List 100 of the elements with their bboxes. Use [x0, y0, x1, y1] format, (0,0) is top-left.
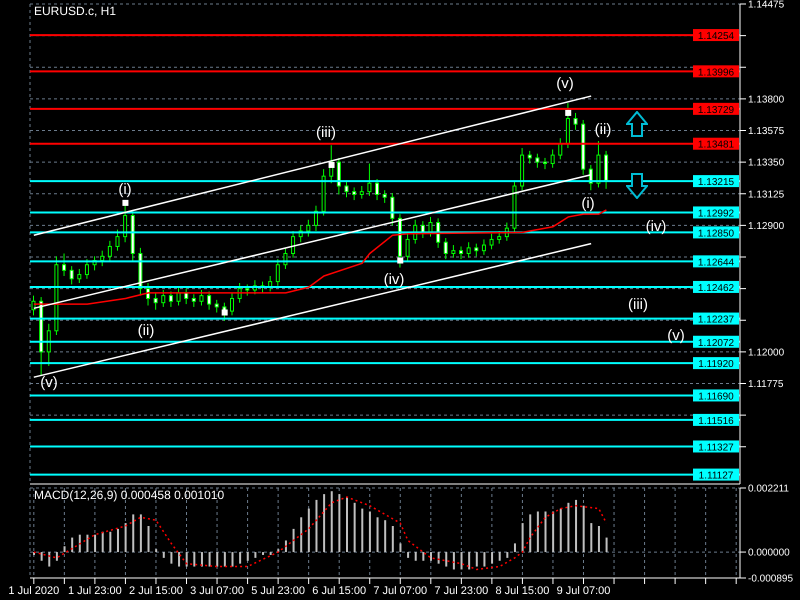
ref-line-label: 1.11127: [698, 470, 734, 482]
bar: [460, 552, 463, 570]
bar: [56, 552, 58, 561]
annotation: (iii): [628, 296, 648, 313]
candlestick: [70, 266, 74, 285]
y-tick-label: 0.000000: [748, 548, 790, 559]
ref-line-label: 1.13215: [698, 177, 735, 188]
bar: [346, 497, 348, 552]
x-tick-label: 5 Jul 23:00: [251, 584, 306, 597]
candlestick: [230, 292, 234, 316]
ref-line-label: 1.11920: [698, 359, 734, 370]
annotation: (iv): [384, 271, 404, 288]
ref-line-label: 1.12644: [698, 257, 735, 268]
candlestick: [390, 192, 394, 226]
candlestick: [550, 148, 555, 168]
bar: [308, 508, 310, 552]
bar: [582, 506, 585, 552]
candlestick: [115, 229, 120, 252]
bar: [552, 512, 554, 552]
bar: [124, 523, 127, 552]
candlestick: [62, 252, 66, 276]
ref-line-label: 1.11516: [698, 416, 734, 427]
bar: [208, 552, 211, 567]
bar: [483, 552, 486, 567]
annotation: (i): [581, 195, 595, 212]
candlestick: [474, 243, 478, 257]
bar: [102, 532, 104, 552]
candlestick: [108, 240, 112, 262]
x-tick-label: 6 Jul 15:00: [312, 584, 366, 597]
ref-line-label: 1.13996: [698, 67, 735, 78]
candlestick: [428, 216, 432, 238]
bar: [529, 514, 532, 552]
bar: [246, 552, 249, 561]
point: [397, 258, 404, 264]
bar: [140, 514, 142, 552]
candlestick: [192, 294, 196, 308]
bar: [64, 546, 66, 552]
bar: [231, 552, 234, 567]
bar: [506, 552, 508, 558]
x-tick-label: 8 Jul 15:00: [496, 584, 550, 597]
candlestick: [459, 246, 464, 260]
candlestick: [46, 323, 51, 366]
bar: [239, 552, 242, 564]
bar: [71, 538, 74, 552]
bar: [178, 552, 180, 567]
candlestick: [574, 112, 578, 130]
y-tick-label: -0.000895: [748, 574, 794, 585]
bar: [590, 523, 592, 552]
candlestick: [154, 292, 158, 310]
bar: [544, 512, 547, 552]
bar: [109, 532, 112, 552]
candlestick: [291, 230, 296, 258]
bar: [514, 543, 516, 552]
candlestick: [214, 299, 219, 314]
bar: [170, 552, 172, 564]
ref-line-label: 1.12992: [698, 208, 735, 220]
bar: [598, 526, 600, 552]
y-tick-label: 1.12900: [748, 220, 785, 232]
bar: [354, 502, 356, 552]
bar: [430, 552, 432, 561]
x-tick-label: 2 Jul 15:00: [129, 584, 183, 597]
ref-line-label: 1.13481: [698, 140, 735, 151]
bar: [376, 517, 379, 552]
bar: [216, 552, 218, 567]
candlestick: [199, 290, 204, 306]
y-tick-label: 1.13575: [748, 126, 785, 138]
point: [328, 162, 335, 168]
y-tick-label: 1.13125: [748, 189, 785, 200]
candlestick: [375, 178, 380, 201]
bar: [392, 526, 394, 552]
candlestick: [168, 290, 173, 308]
x-tick-label: 1 Jul 2020: [8, 584, 60, 597]
bar: [491, 552, 494, 564]
ref-line-label: 1.11690: [698, 391, 734, 402]
bar: [445, 552, 448, 567]
x-tick-label: 3 Jul 07:00: [190, 584, 244, 597]
annotation: (ii): [138, 322, 154, 339]
bar: [399, 543, 402, 552]
bar: [407, 552, 410, 558]
bar: [606, 538, 608, 552]
ref-line-label: 1.12462: [698, 282, 735, 294]
point: [565, 110, 572, 116]
bar: [155, 549, 158, 552]
bar: [315, 500, 318, 552]
candlestick: [382, 190, 387, 204]
candlestick: [558, 138, 562, 160]
candlestick: [490, 233, 494, 250]
candlestick: [176, 286, 181, 306]
ref-line-label: 1.12072: [698, 338, 735, 349]
bar: [368, 512, 371, 552]
bar: [560, 508, 562, 552]
annotation: (v): [667, 327, 685, 344]
bar: [132, 514, 134, 552]
candlestick: [360, 186, 364, 200]
x-tick-label: 1 Jul 23:00: [68, 584, 122, 597]
bar: [536, 512, 539, 552]
bar: [48, 552, 50, 567]
ref-line-label: 1.12237: [698, 314, 735, 326]
bar: [200, 552, 203, 567]
candlestick: [528, 150, 532, 164]
